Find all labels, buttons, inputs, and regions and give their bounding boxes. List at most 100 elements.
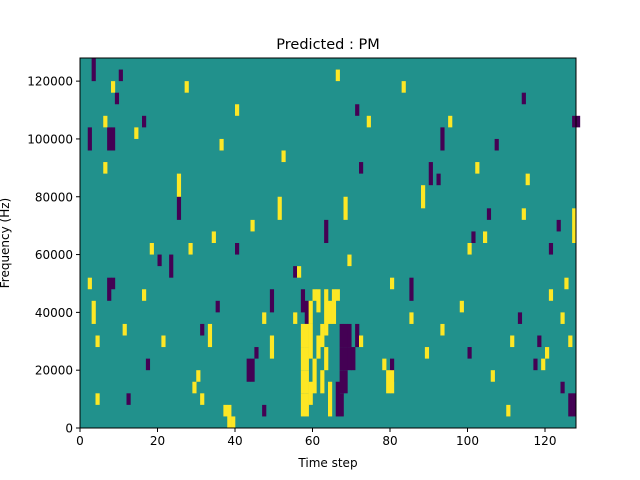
heatmap-cell-low (169, 254, 174, 278)
heatmap-cell-high (188, 243, 193, 255)
heatmap-cell-high (490, 370, 495, 382)
heatmap-cell-low (548, 243, 554, 255)
heatmap-cell-high (281, 150, 286, 163)
heatmap-cell-high (304, 347, 309, 371)
heatmap-cell-high (176, 173, 182, 197)
heatmap-cell-low (471, 231, 476, 243)
heatmap-cells (87, 58, 581, 429)
heatmap-cell-low (521, 92, 526, 105)
heatmap-cell-high (448, 115, 453, 128)
heatmap-cell-high (343, 196, 348, 220)
heatmap-cell-low (200, 323, 205, 336)
heatmap-cell-low (339, 323, 344, 348)
heatmap-cell-high (300, 347, 306, 371)
heatmap-cell-low (568, 393, 573, 417)
heatmap-cell-low (111, 277, 116, 290)
heatmap-cell-high (312, 289, 317, 301)
heatmap-cell-high (312, 358, 317, 394)
heatmap-cell-high (359, 335, 364, 348)
heatmap-cell-low (87, 127, 92, 151)
heatmap-cell-high (409, 312, 414, 324)
heatmap-cell-low (107, 127, 112, 151)
y-tick-label: 80000 (35, 190, 73, 204)
heatmap-cell-high (122, 323, 127, 336)
heatmap-cell-high (521, 208, 526, 220)
heatmap-cell-high (300, 370, 306, 394)
heatmap-cell-high (382, 358, 387, 371)
heatmap-cell-low (262, 404, 267, 417)
heatmap-cell-high (200, 393, 205, 405)
heatmap-cell-high (568, 335, 573, 348)
heatmap-cell-high (386, 370, 391, 394)
heatmap-cell-low (572, 393, 577, 417)
heatmap-cell-low (355, 104, 360, 116)
x-tick-label: 20 (150, 434, 165, 448)
heatmap-cell-high (467, 243, 472, 255)
heatmap-cell-high (564, 277, 569, 290)
heatmap-cell-high (184, 81, 189, 93)
x-tick-label: 40 (227, 434, 242, 448)
heatmap-cell-high (192, 381, 197, 394)
heatmap-cell-high (223, 404, 228, 417)
x-tick-label: 120 (534, 434, 557, 448)
heatmap-cell-low (355, 323, 360, 348)
heatmap-cell-low (343, 347, 348, 371)
heatmap-cell-high (111, 81, 116, 93)
heatmap-cell-high (506, 404, 511, 417)
heatmap-cell-low (246, 358, 251, 382)
x-axis-label: Time step (297, 456, 357, 470)
heatmap-cell-low (359, 162, 364, 174)
heatmap-cell-high (250, 219, 255, 232)
heatmap-cell-high (308, 300, 313, 324)
heatmap-cell-low (576, 115, 581, 128)
heatmap-cell-high (304, 323, 309, 348)
heatmap-cell-low (467, 347, 472, 359)
heatmap-cell-low (300, 289, 306, 313)
heatmap-cell-high (475, 162, 480, 174)
heatmap-cell-high (300, 393, 306, 417)
heatmap-cell-low (440, 127, 445, 151)
heatmap-cell-low (409, 277, 414, 301)
heatmap-cell-high (390, 370, 395, 394)
y-tick-label: 40000 (35, 306, 73, 320)
x-axis: 0 20 40 60 80 100 120 (76, 428, 556, 448)
heatmap-cell-high (421, 185, 426, 209)
heatmap-cell-high (142, 289, 147, 301)
heatmap-cell-low (556, 219, 561, 232)
heatmap-cell-low (293, 266, 298, 278)
heatmap-cell-high (293, 312, 298, 324)
heatmap-cell-high (227, 404, 232, 429)
heatmap-cell-high (424, 347, 430, 359)
heatmap-cell-high (231, 416, 236, 428)
y-tick-label: 120000 (27, 75, 73, 89)
heatmap-cell-high (134, 127, 139, 139)
heatmap-cell-high (196, 370, 201, 382)
heatmap-cell-low (339, 393, 344, 417)
heatmap-cell-high (308, 323, 313, 359)
x-tick-label: 100 (456, 434, 479, 448)
heatmap-cell-high (300, 323, 306, 348)
heatmap-cell-high (149, 243, 154, 255)
heatmap-cell-high (316, 335, 321, 359)
heatmap-cell-high (335, 69, 340, 82)
heatmap-cell-high (262, 312, 267, 324)
heatmap-cell-high (324, 289, 329, 336)
heatmap-cell-high (235, 104, 240, 116)
heatmap-cell-low (142, 115, 147, 128)
y-axis-label: Frequency (Hz) (0, 198, 12, 289)
heatmap-cell-high (545, 347, 550, 359)
heatmap-cell-high (297, 266, 302, 278)
heatmap-cell-high (483, 231, 488, 243)
heatmap-cell-low (560, 381, 565, 394)
heatmap-cell-high (401, 81, 406, 93)
heatmap-cell-high (277, 196, 282, 220)
heatmap-cell-low (118, 69, 123, 82)
heatmap-cell-high (560, 312, 565, 324)
plot-frame (79, 57, 577, 429)
heatmap-cell-low (126, 393, 131, 405)
heatmap-cell-low (339, 370, 344, 394)
heatmap-cell-high (335, 289, 340, 301)
heatmap-cell-low (215, 300, 220, 313)
heatmap-cell-low (343, 323, 348, 348)
